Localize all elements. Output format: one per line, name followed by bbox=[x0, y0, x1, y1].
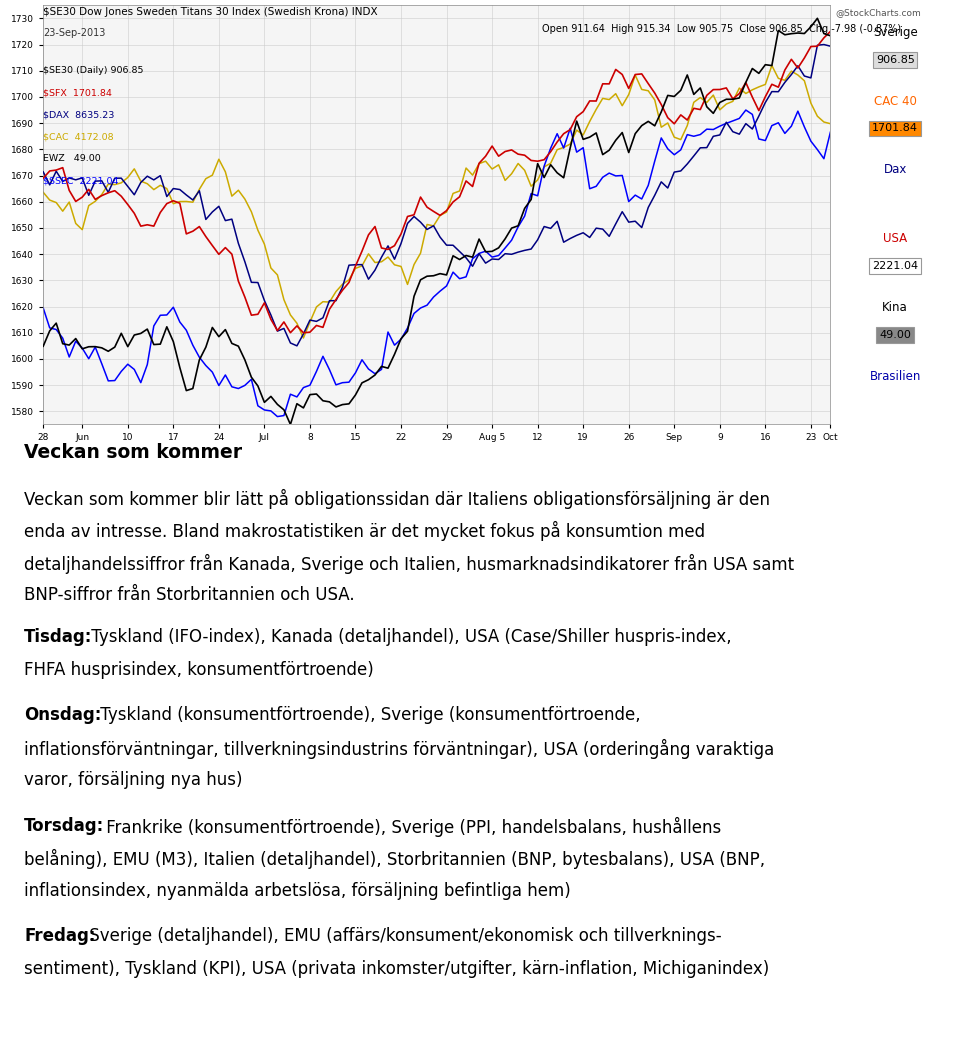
Text: BNP-siffror från Storbritannien och USA.: BNP-siffror från Storbritannien och USA. bbox=[24, 586, 354, 605]
Text: Dax: Dax bbox=[883, 163, 907, 176]
Text: Open 911.64  High 915.34  Low 905.75  Close 906.85  Chg -7.98 (-0.87%): Open 911.64 High 915.34 Low 905.75 Close… bbox=[542, 24, 901, 35]
Text: varor, försäljning nya hus): varor, försäljning nya hus) bbox=[24, 771, 243, 789]
Text: Veckan som kommer blir lätt på obligationssidan där Italiens obligationsförsäljn: Veckan som kommer blir lätt på obligatio… bbox=[24, 488, 770, 509]
Text: belåning), EMU (M3), Italien (detaljhandel), Storbritannien (BNP, bytesbalans), : belåning), EMU (M3), Italien (detaljhand… bbox=[24, 850, 765, 870]
Text: 906.85: 906.85 bbox=[876, 54, 915, 65]
Text: Tisdag:: Tisdag: bbox=[24, 629, 92, 647]
Text: Brasilien: Brasilien bbox=[870, 370, 921, 383]
Text: inflationsindex, nyanmälda arbetslösa, försäljning befintliga hem): inflationsindex, nyanmälda arbetslösa, f… bbox=[24, 882, 571, 900]
Text: 49.00: 49.00 bbox=[879, 330, 911, 340]
Text: Tyskland (konsumentförtroende), Sverige (konsumentförtroende,: Tyskland (konsumentförtroende), Sverige … bbox=[95, 706, 640, 724]
Text: $CAC  4172.08: $CAC 4172.08 bbox=[43, 132, 114, 141]
Text: @StockCharts.com: @StockCharts.com bbox=[835, 8, 921, 18]
Text: 23-Sep-2013: 23-Sep-2013 bbox=[43, 28, 106, 39]
Text: Kina: Kina bbox=[882, 301, 908, 314]
Text: EWZ   49.00: EWZ 49.00 bbox=[43, 154, 101, 163]
Text: Fredag:: Fredag: bbox=[24, 927, 95, 945]
Text: $SSEC  2221.04: $SSEC 2221.04 bbox=[43, 176, 119, 185]
Text: $SFX  1701.84: $SFX 1701.84 bbox=[43, 88, 112, 97]
Text: sentiment), Tyskland (KPI), USA (privata inkomster/utgifter, kärn-inflation, Mic: sentiment), Tyskland (KPI), USA (privata… bbox=[24, 960, 769, 978]
Text: 1701.84: 1701.84 bbox=[873, 124, 918, 133]
Text: enda av intresse. Bland makrostatistiken är det mycket fokus på konsumtion med: enda av intresse. Bland makrostatistiken… bbox=[24, 521, 706, 542]
Text: $SE30 (Daily) 906.85: $SE30 (Daily) 906.85 bbox=[43, 66, 144, 75]
Text: FHFA husprisindex, konsumentförtroende): FHFA husprisindex, konsumentförtroende) bbox=[24, 661, 373, 679]
Text: Onsdag:: Onsdag: bbox=[24, 706, 102, 724]
Text: USA: USA bbox=[883, 233, 907, 245]
Text: Veckan som kommer: Veckan som kommer bbox=[24, 443, 242, 462]
Text: CAC 40: CAC 40 bbox=[874, 94, 917, 108]
Text: inflationsförväntningar, tillverkningsindustrins förväntningar), USA (orderingån: inflationsförväntningar, tillverkningsin… bbox=[24, 739, 775, 759]
Text: Sverige (detaljhandel), EMU (affärs/konsument/ekonomisk och tillverknings-: Sverige (detaljhandel), EMU (affärs/kons… bbox=[84, 927, 722, 945]
Text: Tyskland (IFO-index), Kanada (detaljhandel), USA (Case/Shiller huspris-index,: Tyskland (IFO-index), Kanada (detaljhand… bbox=[86, 629, 732, 647]
Text: detaljhandelssiffror från Kanada, Sverige och Italien, husmarknadsindikatorer fr: detaljhandelssiffror från Kanada, Sverig… bbox=[24, 553, 794, 574]
Text: $SE30 Dow Jones Sweden Titans 30 Index (Swedish Krona) INDX: $SE30 Dow Jones Sweden Titans 30 Index (… bbox=[43, 7, 378, 18]
Text: 2221.04: 2221.04 bbox=[872, 261, 919, 271]
Text: $DAX  8635.23: $DAX 8635.23 bbox=[43, 110, 114, 119]
Text: Torsdag:: Torsdag: bbox=[24, 817, 105, 835]
Text: Frankrike (konsumentförtroende), Sverige (PPI, handelsbalans, hushållens: Frankrike (konsumentförtroende), Sverige… bbox=[101, 817, 721, 837]
Text: Sverige: Sverige bbox=[873, 26, 918, 39]
